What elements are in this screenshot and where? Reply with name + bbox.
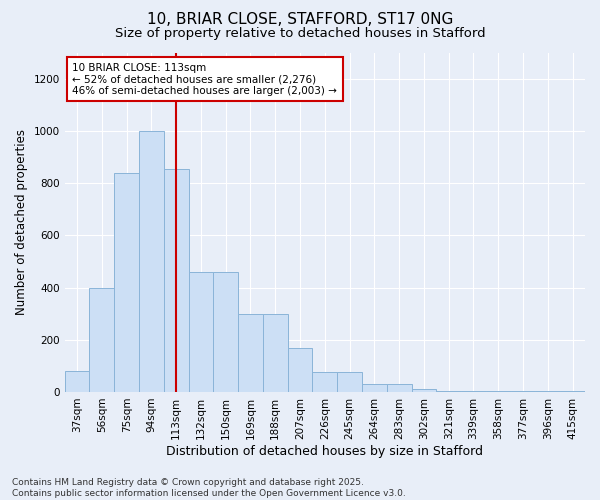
Y-axis label: Number of detached properties: Number of detached properties — [15, 129, 28, 315]
Bar — [362, 384, 387, 392]
Bar — [238, 314, 263, 392]
Bar — [214, 272, 238, 392]
Bar — [287, 348, 313, 392]
Text: Size of property relative to detached houses in Stafford: Size of property relative to detached ho… — [115, 28, 485, 40]
Bar — [188, 272, 214, 392]
Bar — [412, 390, 436, 392]
Bar — [114, 172, 139, 392]
Text: Contains HM Land Registry data © Crown copyright and database right 2025.
Contai: Contains HM Land Registry data © Crown c… — [12, 478, 406, 498]
Text: 10, BRIAR CLOSE, STAFFORD, ST17 0NG: 10, BRIAR CLOSE, STAFFORD, ST17 0NG — [147, 12, 453, 28]
Bar — [436, 390, 461, 392]
X-axis label: Distribution of detached houses by size in Stafford: Distribution of detached houses by size … — [166, 444, 484, 458]
Bar — [337, 372, 362, 392]
Bar — [164, 168, 188, 392]
Bar — [313, 372, 337, 392]
Bar — [461, 390, 486, 392]
Bar — [89, 288, 114, 392]
Bar — [65, 371, 89, 392]
Bar — [139, 131, 164, 392]
Bar — [387, 384, 412, 392]
Text: 10 BRIAR CLOSE: 113sqm
← 52% of detached houses are smaller (2,276)
46% of semi-: 10 BRIAR CLOSE: 113sqm ← 52% of detached… — [73, 62, 337, 96]
Bar — [535, 390, 560, 392]
Bar — [263, 314, 287, 392]
